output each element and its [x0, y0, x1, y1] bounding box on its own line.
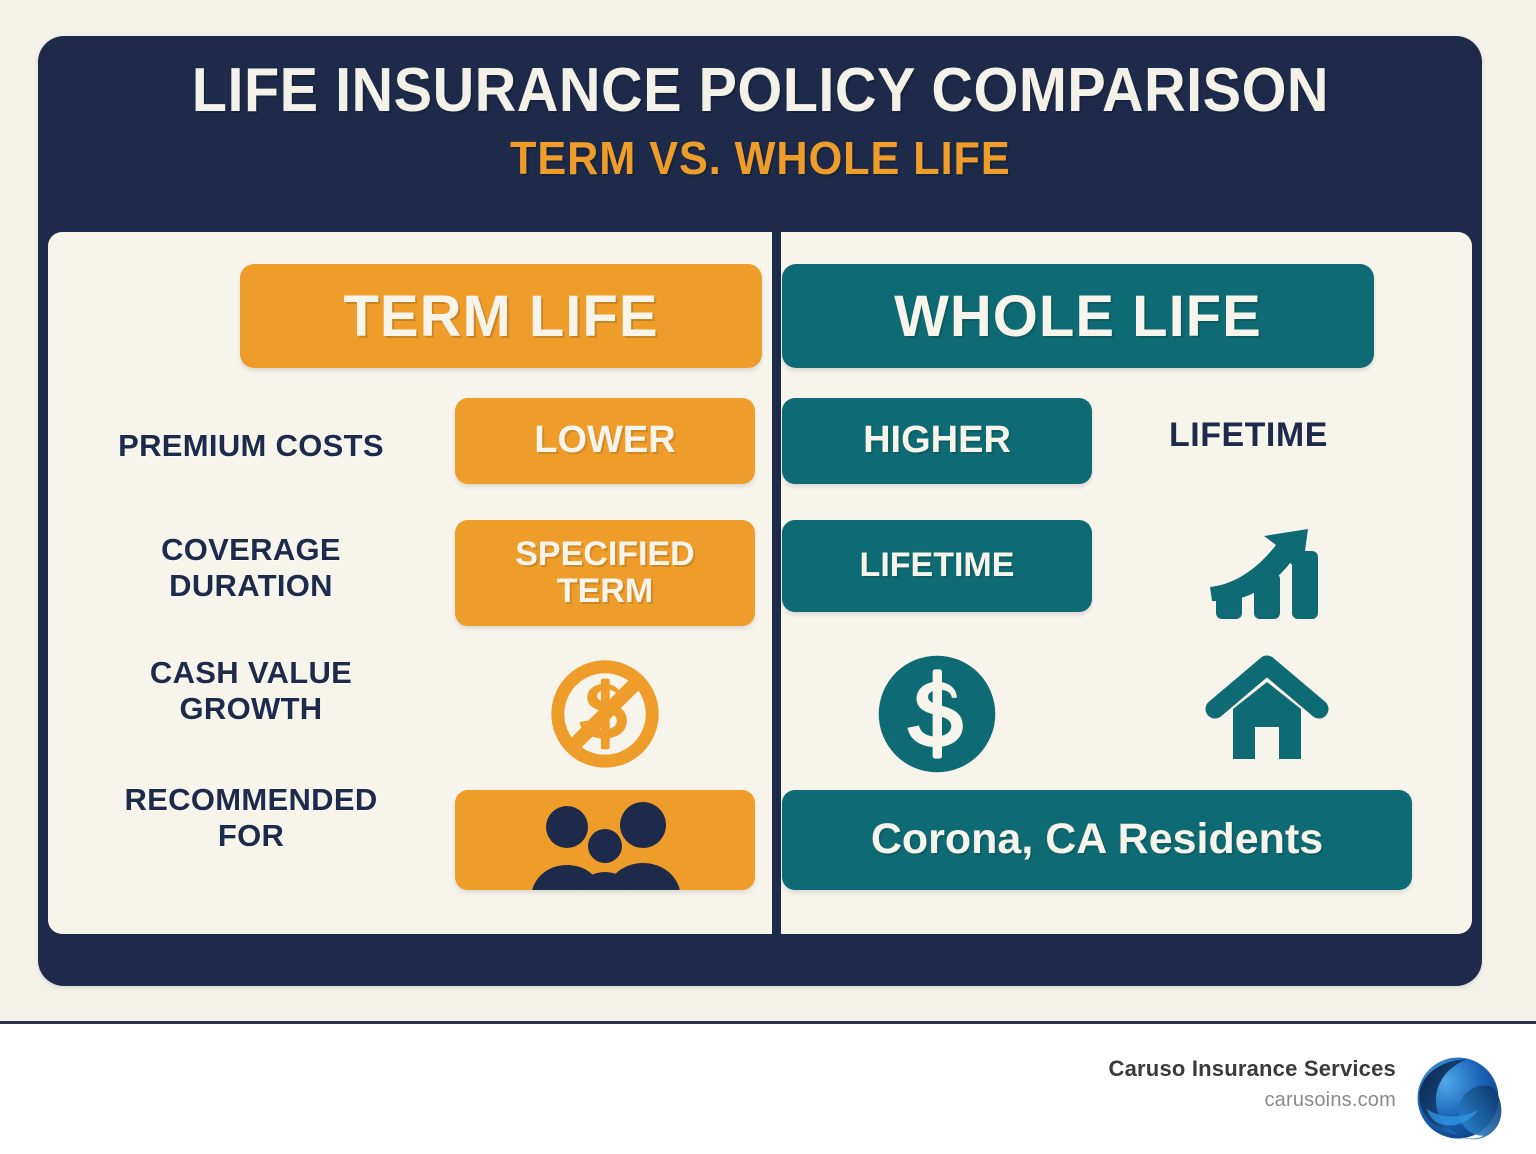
brand-block: Caruso Insurance Services carusoins.com	[1109, 1056, 1396, 1112]
page-footer: Caruso Insurance Services carusoins.com	[0, 1024, 1536, 1154]
dollar-circle-icon	[862, 644, 1012, 784]
term-value-coverage-duration: SPECIFIED TERM	[455, 520, 755, 626]
whole-value-coverage-duration: LIFETIME	[782, 520, 1092, 612]
card-body: TERM LIFE PREMIUM COSTS LOWER COVERAGE D…	[48, 232, 1472, 934]
term-value-coverage-duration-line1: SPECIFIED	[515, 534, 695, 573]
whole-value-recommended-for: Corona, CA Residents	[782, 790, 1412, 890]
row-label-coverage-duration: COVERAGE DURATION	[58, 532, 444, 604]
row-label-recommended-for: RECOMMENDED FOR	[58, 782, 444, 854]
column-header-term-life: TERM LIFE	[240, 264, 762, 368]
lifetime-standalone-label: LIFETIME	[1169, 416, 1328, 454]
page-subtitle: TERM VS. WHOLE LIFE	[509, 132, 1011, 185]
column-divider	[772, 232, 781, 934]
no-dollar-icon	[545, 644, 665, 784]
row-label-cash-value-growth: CASH VALUE GROWTH	[58, 655, 444, 727]
row-label-coverage-duration-line1: COVERAGE	[161, 532, 341, 567]
whole-value-premium-costs: HIGHER	[782, 398, 1092, 484]
growth-chart-icon	[1198, 510, 1338, 630]
canvas-bottom-rule	[0, 1021, 1536, 1025]
house-icon	[1192, 644, 1342, 784]
column-term-life: TERM LIFE PREMIUM COSTS LOWER COVERAGE D…	[48, 232, 772, 934]
row-label-cash-value-growth-line2: GROWTH	[179, 690, 323, 726]
row-label-premium-costs: PREMIUM COSTS	[118, 428, 384, 463]
caruso-globe-logo-icon	[1412, 1052, 1504, 1144]
card-header: LIFE INSURANCE POLICY COMPARISON TERM VS…	[38, 36, 1482, 232]
row-label-recommended-for-line2: FOR	[217, 817, 285, 853]
page-title: LIFE INSURANCE POLICY COMPARISON	[191, 56, 1329, 125]
column-whole-life: WHOLE LIFE HIGHER LIFETIME LIFETIME	[772, 232, 1472, 934]
term-value-recommended-for	[455, 790, 755, 890]
brand-name: Caruso Insurance Services	[1108, 1056, 1396, 1081]
family-icon	[532, 802, 680, 890]
row-label-recommended-for-line1: RECOMMENDED	[124, 782, 378, 817]
term-value-premium-costs: LOWER	[455, 398, 755, 484]
term-value-coverage-duration-line2: TERM	[556, 572, 654, 610]
row-label-coverage-duration-line2: DURATION	[169, 567, 333, 603]
column-header-whole-life: WHOLE LIFE	[782, 264, 1374, 368]
brand-website[interactable]: carusoins.com	[1264, 1089, 1396, 1111]
row-label-cash-value-growth-line1: CASH VALUE	[149, 655, 353, 690]
comparison-card: LIFE INSURANCE POLICY COMPARISON TERM VS…	[38, 36, 1482, 986]
